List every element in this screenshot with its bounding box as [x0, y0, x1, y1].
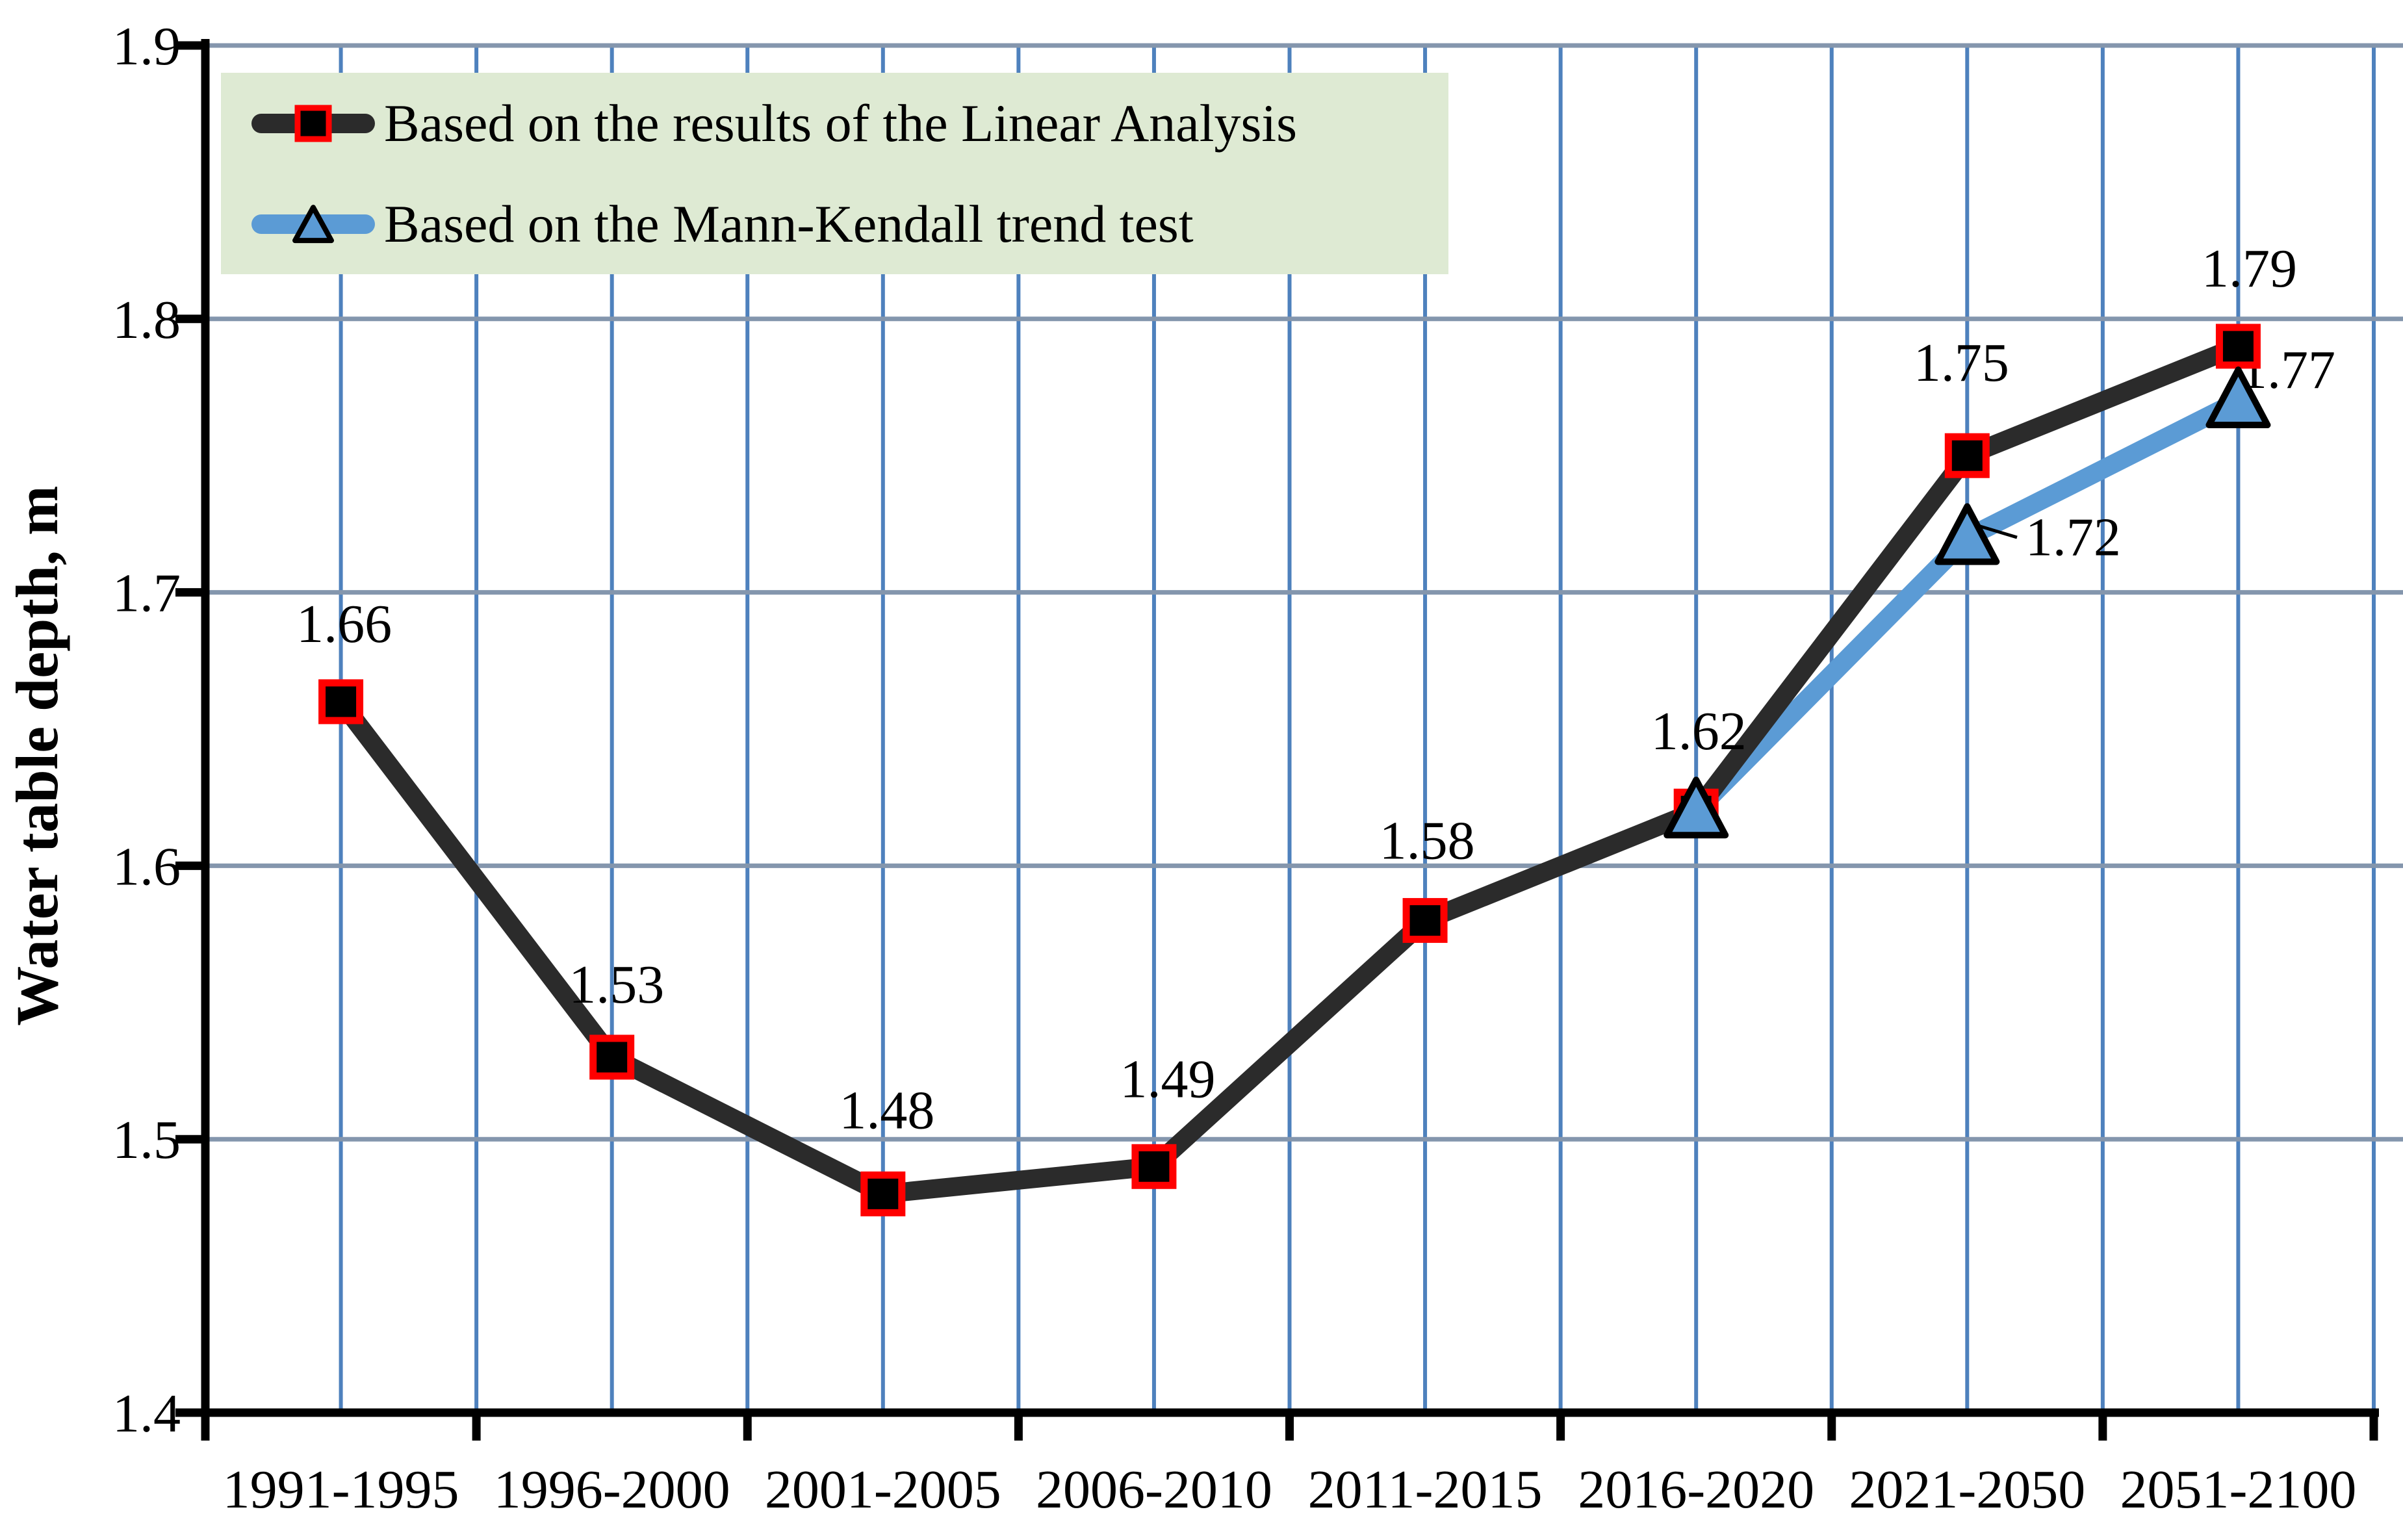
- legend: Based on the results of the Linear Analy…: [221, 73, 1448, 274]
- marker-triangle-2021-2050: [1934, 503, 2000, 565]
- legend-key-mann-kendall: [251, 188, 375, 260]
- y-tick-label: 1.4: [112, 1383, 181, 1444]
- x-tick-label: 2051-2100: [2120, 1459, 2356, 1520]
- x-tick-label: 2016-2020: [1578, 1459, 1814, 1520]
- marker-triangle-2051-2100: [2205, 366, 2271, 429]
- series-line-linear-analysis: [331, 337, 2248, 1203]
- y-axis-title: Water table depth, m: [4, 485, 70, 1026]
- x-tick-label: 1996-2000: [494, 1459, 730, 1520]
- point-label-linear-analysis-1991-1995: 1.66: [296, 594, 392, 654]
- point-label-linear-analysis-1996-2000: 1.53: [569, 955, 664, 1015]
- y-tick-label: 1.7: [112, 563, 181, 624]
- point-label-linear-analysis-2051-2100: 1.79: [2202, 238, 2297, 299]
- x-tick-label: 2001-2005: [765, 1459, 1001, 1520]
- point-label-linear-analysis-2006-2010: 1.49: [1120, 1049, 1215, 1109]
- legend-triangle-marker-icon: [292, 204, 335, 248]
- point-label-mann-kendall-2021-2050: 1.72: [2025, 507, 2121, 567]
- legend-square-marker-icon: [294, 105, 332, 142]
- marker-square-2021-2050: [1944, 433, 1990, 478]
- marker-square-1991-1995: [318, 679, 364, 725]
- point-label-linear-analysis-2016-2020: 1.62: [1651, 701, 1747, 762]
- marker-triangle-2016-2020: [1664, 776, 1729, 839]
- legend-key-linear: [251, 88, 375, 159]
- x-tick-label: 2006-2010: [1036, 1459, 1272, 1520]
- y-tick-label: 1.8: [112, 290, 181, 350]
- legend-label-mann-kendall: Based on the Mann-Kendall trend test: [384, 194, 1194, 253]
- legend-item-mann-kendall: Based on the Mann-Kendall trend test: [221, 173, 1448, 274]
- point-label-linear-analysis-2021-2050: 1.75: [1914, 333, 2009, 393]
- y-tick-label: 1.5: [112, 1110, 181, 1170]
- x-tick-label: 1991-1995: [223, 1459, 459, 1520]
- marker-square-2006-2010: [1131, 1144, 1177, 1189]
- point-label-linear-analysis-2011-2015: 1.58: [1380, 811, 1475, 871]
- x-tick-label: 2011-2015: [1308, 1459, 1543, 1520]
- y-tick-label: 1.9: [112, 16, 181, 77]
- marker-square-2001-2005: [860, 1171, 906, 1216]
- x-tick-label: 2021-2050: [1849, 1459, 2085, 1520]
- marker-square-2011-2015: [1402, 898, 1448, 943]
- legend-item-linear-analysis: Based on the results of the Linear Analy…: [221, 73, 1448, 173]
- marker-square-2051-2100: [2215, 324, 2261, 369]
- marker-square-1996-2000: [589, 1034, 635, 1080]
- point-label-linear-analysis-2001-2005: 1.48: [839, 1080, 934, 1140]
- y-tick-label: 1.6: [112, 836, 181, 897]
- legend-label-linear: Based on the results of the Linear Analy…: [384, 93, 1298, 153]
